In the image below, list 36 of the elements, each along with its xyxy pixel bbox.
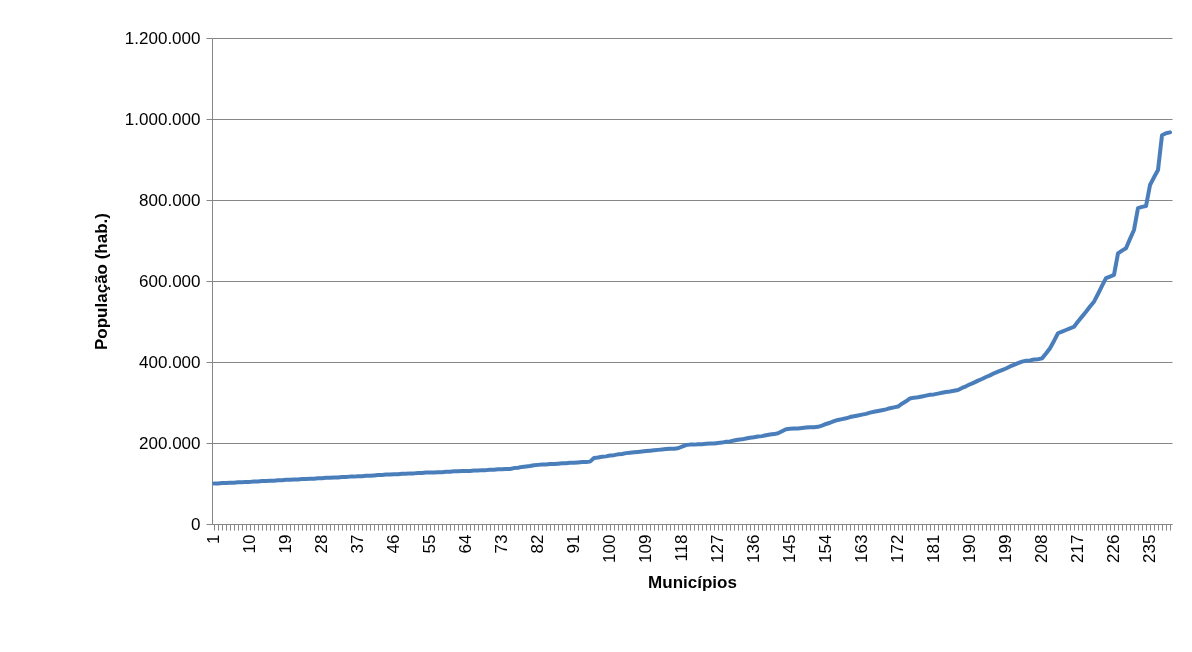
y-tick-label: 200.000 [139, 433, 201, 453]
y-axis-title: População (hab.) [91, 213, 111, 350]
x-tick-label: 199 [996, 534, 1015, 563]
x-tick-label: 91 [564, 534, 583, 554]
x-tick-label: 118 [672, 534, 691, 562]
x-tick-label: 217 [1068, 534, 1087, 563]
x-tick-label: 172 [888, 534, 907, 563]
x-axis-title: Municípios [648, 572, 737, 592]
y-tick-label: 0 [191, 514, 201, 534]
x-tick-label: 127 [708, 534, 727, 563]
x-tick-label: 190 [960, 534, 979, 563]
y-tick-label: 1.200.000 [124, 28, 201, 48]
x-tick-label: 163 [852, 534, 871, 563]
x-tick-label: 28 [312, 534, 331, 554]
x-tick-label: 208 [1032, 534, 1051, 563]
x-tick-label: 10 [240, 534, 259, 554]
x-tick-label: 109 [636, 534, 655, 563]
x-tick-label: 181 [924, 534, 943, 563]
x-tick-label: 136 [744, 534, 763, 563]
x-tick-label: 46 [384, 534, 403, 554]
y-tick-label: 600.000 [139, 271, 201, 291]
y-tick-label: 1.000.000 [124, 109, 201, 129]
x-tick-label: 64 [456, 534, 475, 554]
y-tick-label: 800.000 [139, 190, 201, 210]
x-tick-label: 82 [528, 534, 547, 554]
x-tick-label: 19 [276, 534, 295, 554]
y-tick-label: 400.000 [139, 352, 201, 372]
x-tick-label: 100 [600, 534, 619, 563]
x-tick-label: 37 [348, 534, 367, 554]
x-tick-label: 55 [420, 534, 439, 554]
x-tick-label: 154 [816, 534, 835, 563]
x-tick-label: 73 [492, 534, 511, 554]
x-tick-label: 145 [780, 534, 799, 563]
x-tick-label: 226 [1104, 534, 1123, 563]
x-tick-label: 1 [204, 534, 223, 544]
x-tick-label: 235 [1140, 534, 1159, 563]
